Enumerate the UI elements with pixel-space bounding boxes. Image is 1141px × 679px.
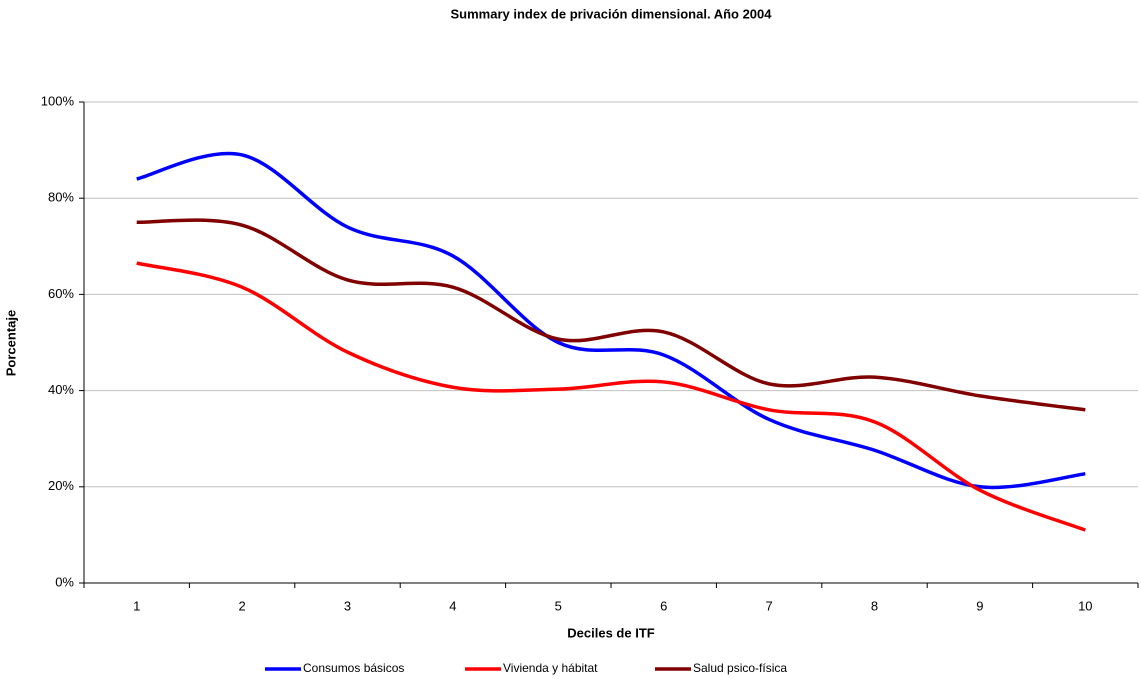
- y-tick-label: 40%: [48, 382, 74, 397]
- y-tick-label: 80%: [48, 190, 74, 205]
- x-tick-label: 10: [1078, 598, 1092, 613]
- x-tick-label: 8: [871, 598, 878, 613]
- y-tick-label: 20%: [48, 478, 74, 493]
- x-tick-label: 1: [133, 598, 140, 613]
- y-tick-label: 60%: [48, 286, 74, 301]
- x-tick-label: 9: [976, 598, 983, 613]
- chart-title: Summary index de privación dimensional. …: [450, 6, 772, 21]
- y-axis-label: Porcentaje: [3, 310, 18, 376]
- series-line: [136, 151, 1086, 490]
- legend-label: Vivienda y hábitat: [503, 661, 598, 675]
- y-tick-label: 0%: [55, 574, 74, 589]
- x-tick-label: 6: [660, 598, 667, 613]
- legend-label: Consumos básicos: [303, 661, 404, 675]
- legend-label: Salud psico-física: [693, 661, 787, 675]
- series-line: [136, 218, 1086, 412]
- x-tick-label: 3: [344, 598, 351, 613]
- series-line: [136, 261, 1086, 532]
- x-tick-label: 2: [238, 598, 245, 613]
- y-tick-label: 100%: [41, 93, 75, 108]
- x-tick-label: 7: [765, 598, 772, 613]
- x-tick-label: 5: [555, 598, 562, 613]
- x-axis-label: Deciles de ITF: [567, 625, 654, 640]
- x-tick-label: 4: [449, 598, 456, 613]
